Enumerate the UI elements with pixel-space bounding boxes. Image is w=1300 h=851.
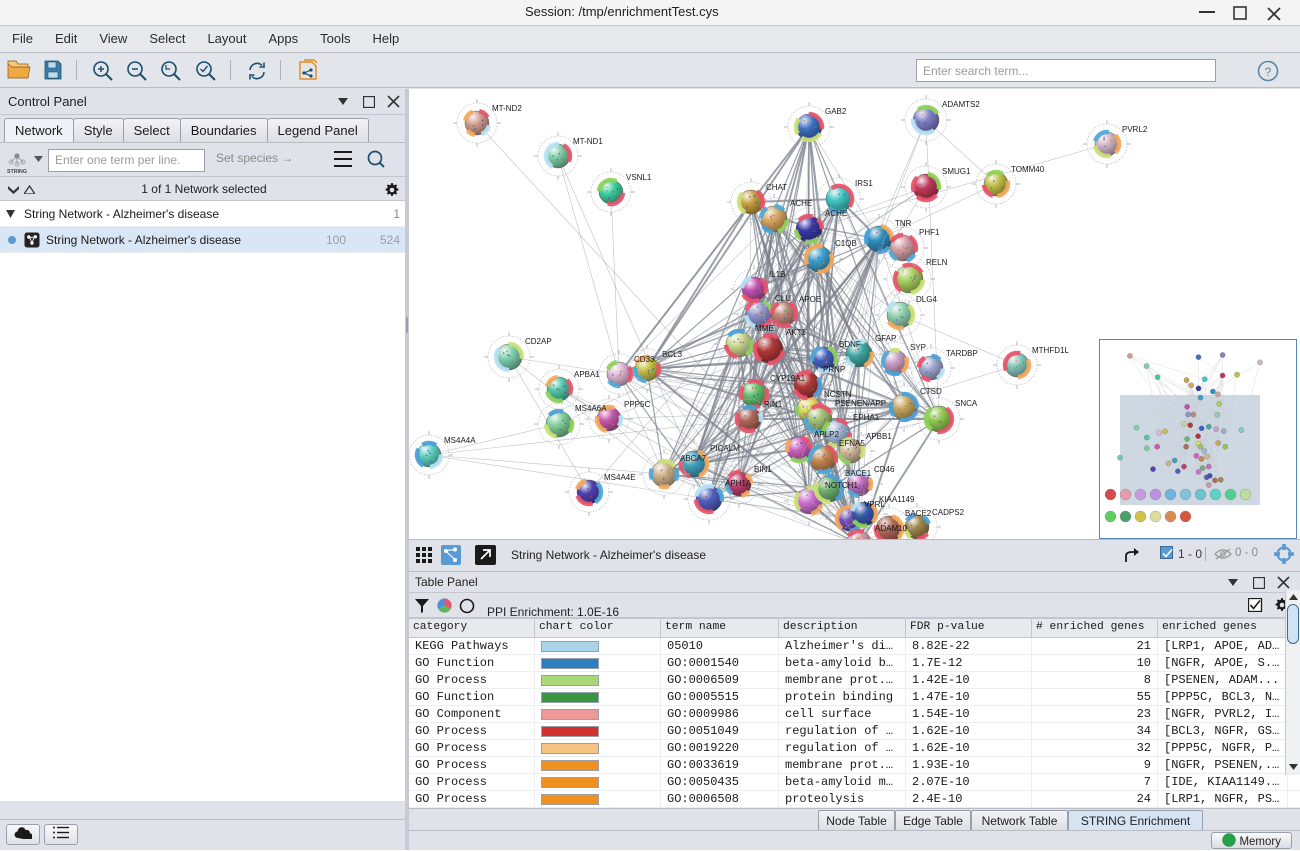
svg-text:SYP: SYP	[910, 343, 926, 352]
svg-text:IL1B: IL1B	[769, 270, 785, 279]
svg-text:BCL3: BCL3	[662, 350, 683, 359]
svg-text:APOE: APOE	[799, 295, 821, 304]
svg-text:CD33: CD33	[634, 355, 655, 364]
svg-text:MME: MME	[755, 324, 774, 333]
svg-text:?: ?	[1265, 65, 1272, 79]
svg-text:BDNF: BDNF	[839, 340, 861, 349]
svg-text:MS4A4A: MS4A4A	[444, 436, 476, 445]
svg-text:AKT1: AKT1	[786, 328, 807, 337]
svg-text:BACE1: BACE1	[845, 469, 872, 478]
svg-text:CD46: CD46	[874, 465, 895, 474]
svg-text:BIN1: BIN1	[754, 465, 772, 474]
svg-text:EPHA1: EPHA1	[853, 413, 880, 422]
svg-text:TOMM40: TOMM40	[1011, 165, 1045, 174]
svg-text:RELN: RELN	[926, 258, 948, 267]
svg-text:APLP2: APLP2	[814, 430, 839, 439]
svg-text:RIN1: RIN1	[764, 400, 783, 409]
svg-text:PPP5C: PPP5C	[624, 400, 650, 409]
svg-text:APBB1: APBB1	[866, 432, 892, 441]
svg-text:CHAT: CHAT	[766, 183, 787, 192]
svg-text:SMUG1: SMUG1	[942, 167, 971, 176]
svg-text:ABCA7: ABCA7	[680, 454, 707, 463]
svg-text:DLG4: DLG4	[916, 295, 937, 304]
svg-text:ACHE: ACHE	[825, 209, 847, 218]
svg-text:ADAM10: ADAM10	[875, 524, 908, 533]
svg-text:ACHE: ACHE	[790, 199, 812, 208]
svg-text:NOTCH1: NOTCH1	[825, 481, 858, 490]
svg-text:MS4A4E: MS4A4E	[604, 473, 636, 482]
svg-text:CTSD: CTSD	[920, 387, 942, 396]
svg-text:GAB2: GAB2	[825, 107, 847, 116]
svg-text:PSENEN/APP: PSENEN/APP	[835, 399, 886, 408]
svg-text:APH1A: APH1A	[725, 479, 752, 488]
svg-text:CADPS2: CADPS2	[932, 508, 965, 517]
svg-text:STRING: STRING	[7, 169, 27, 173]
svg-text:APBA1: APBA1	[574, 370, 600, 379]
svg-text:MS4A6A: MS4A6A	[575, 404, 607, 413]
svg-text:ADAMTS2: ADAMTS2	[942, 100, 980, 109]
svg-text:MTHFD1L: MTHFD1L	[1032, 346, 1069, 355]
svg-text:VSNL1: VSNL1	[626, 173, 652, 182]
svg-text:EFNA5: EFNA5	[839, 439, 865, 448]
svg-text:MT-ND1: MT-ND1	[573, 137, 603, 146]
svg-text:IRS1: IRS1	[855, 179, 873, 188]
svg-text:SNCA: SNCA	[955, 399, 978, 408]
svg-text:C1QB: C1QB	[835, 239, 857, 248]
svg-text:BACE2: BACE2	[905, 509, 932, 518]
svg-text:NCSTN: NCSTN	[824, 390, 852, 399]
svg-text:CLU: CLU	[775, 294, 791, 303]
svg-text:PICALM: PICALM	[710, 444, 740, 453]
svg-text:KIAA1149: KIAA1149	[879, 495, 915, 504]
svg-text:PHF1: PHF1	[919, 228, 940, 237]
svg-text:TARDBP: TARDBP	[946, 349, 978, 358]
svg-text:MT-ND2: MT-ND2	[492, 104, 522, 113]
svg-text:PRNP: PRNP	[823, 365, 845, 374]
svg-text:CYP19A1: CYP19A1	[770, 374, 806, 383]
svg-text:PVRL2: PVRL2	[1122, 125, 1148, 134]
svg-text:CD2AP: CD2AP	[525, 337, 552, 346]
svg-text:GFAP: GFAP	[875, 334, 896, 343]
svg-text:TNR: TNR	[895, 219, 912, 228]
